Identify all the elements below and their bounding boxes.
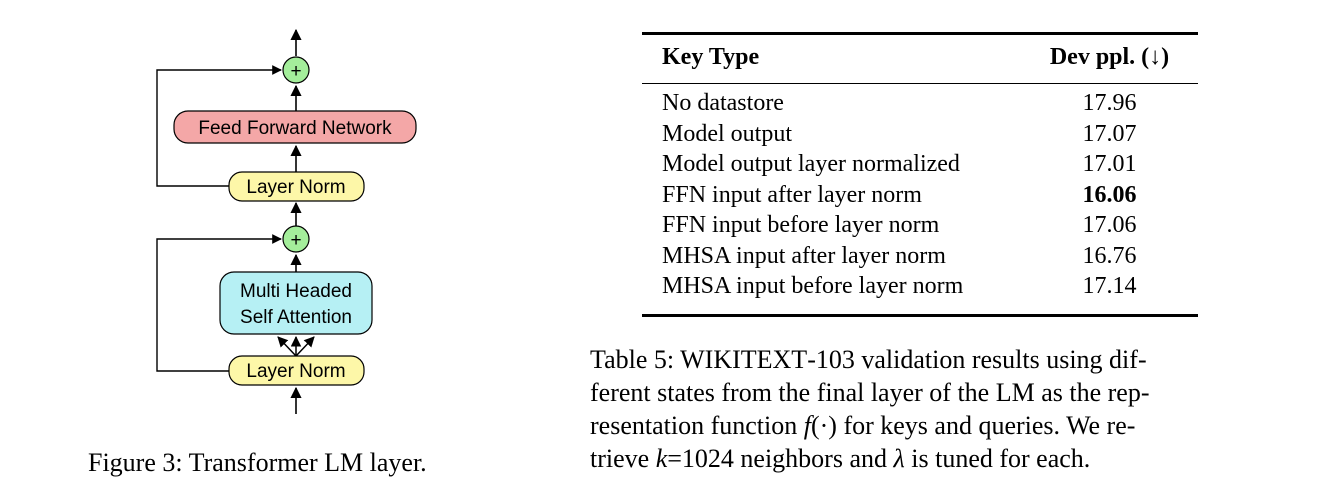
results-table: Key Type Dev ppl. (↓) No datastore 17.96… (642, 32, 1198, 317)
transformer-layer-figure: + Feed Forward Network Layer Norm + Mult… (156, 28, 417, 414)
table-row: FFN input after layer norm 16.06 (642, 180, 1198, 211)
table-caption: Table 5: WIKITEXT-103 validation results… (590, 343, 1246, 475)
table-header-row: Key Type Dev ppl. (↓) (642, 33, 1198, 84)
table-row: FFN input before layer norm 17.06 (642, 210, 1198, 241)
mhsa-label-line1: Multi Headed (240, 281, 352, 302)
caption-line4-c: is tuned for each. (904, 444, 1091, 473)
row-key: FFN input before layer norm (662, 212, 940, 238)
residual-add-node-bottom (282, 225, 310, 253)
row-key: Model output layer normalized (662, 151, 960, 177)
feed-forward-network-box (173, 110, 417, 144)
layer-norm-label-bottom: Layer Norm (246, 361, 345, 382)
table-caption-line3: resentation function f(·) for keys and q… (590, 409, 1246, 442)
dataset-smallcaps: IKITEXT (704, 345, 808, 374)
attention-input-arrow-right (295, 336, 315, 357)
table-row: MHSA input after layer norm 16.76 (642, 241, 1198, 272)
table-row: Model output layer normalized 17.01 (642, 149, 1198, 180)
dataset-name: WIKITEXT-103 (680, 345, 855, 374)
header-dev-ppl: Dev ppl. (↓) (1049, 44, 1170, 70)
attention-input-arrow-left (277, 336, 297, 357)
row-key: Model output (662, 120, 792, 147)
table-caption-line4: trieve k=1024 neighbors and λ is tuned f… (590, 442, 1246, 475)
row-value: 17.01 (1082, 151, 1137, 177)
layer-norm-label-top: Layer Norm (246, 177, 345, 198)
row-key: MHSA input after layer norm (662, 242, 946, 269)
residual-connection-bottom (156, 234, 282, 372)
table-row: MHSA input before layer norm 17.14 (642, 271, 1198, 315)
row-key: FFN input after layer norm (662, 181, 922, 208)
header-key-type: Key Type (662, 44, 760, 70)
dataset-suffix: -103 (807, 345, 855, 374)
caption-line4-a: trieve (590, 444, 656, 473)
table-caption-prefix: Table 5: (590, 345, 675, 374)
dataset-initial: W (680, 345, 705, 374)
row-key: No datastore (662, 90, 784, 116)
multi-headed-self-attention-box (219, 271, 373, 335)
row-value: 16.76 (1082, 242, 1137, 269)
math-args: (·) (810, 411, 837, 440)
row-value: 17.07 (1082, 120, 1137, 147)
figure-caption: Figure 3: Transformer LM layer. (88, 448, 427, 477)
caption-line1-rest: validation results using dif- (854, 345, 1147, 374)
row-value: 17.06 (1082, 212, 1137, 238)
mhsa-label-line2: Self Attention (240, 307, 352, 328)
caption-line4-b: =1024 neighbors and (667, 444, 894, 473)
table-row: No datastore 17.96 (642, 84, 1198, 119)
table-caption-line2: ferent states from the final layer of th… (590, 378, 1150, 407)
plus-symbol-bottom: + (290, 230, 301, 251)
math-lambda: λ (893, 444, 905, 473)
math-f: f (803, 411, 811, 440)
plus-symbol-top: + (290, 61, 301, 82)
math-k: k (655, 444, 668, 473)
feed-forward-network-label: Feed Forward Network (198, 118, 392, 139)
row-key: MHSA input before layer norm (662, 273, 964, 299)
row-value: 17.96 (1082, 90, 1137, 116)
residual-connection-top (156, 65, 282, 187)
row-value: 17.14 (1082, 273, 1137, 299)
table-row: Model output 17.07 (642, 119, 1198, 150)
table-caption-line1: Table 5: WIKITEXT-103 validation results… (590, 343, 1246, 376)
caption-line3-b: for keys and queries. We re- (836, 411, 1136, 440)
row-value-best: 16.06 (1082, 181, 1137, 208)
caption-line3-a: resentation function (590, 411, 804, 440)
residual-add-node-top (282, 56, 310, 84)
